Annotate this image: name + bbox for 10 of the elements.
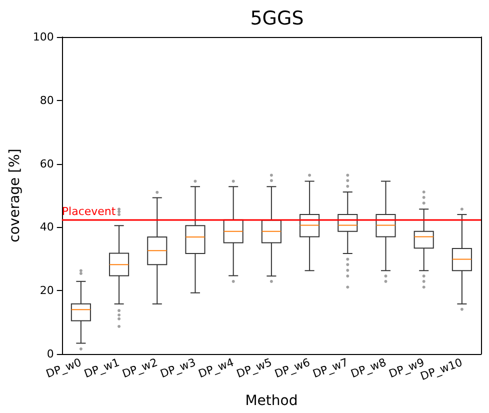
y-tick-label: 80 [40,94,54,107]
ref-line-label: Placevent [62,205,116,218]
x-axis-title: Method [245,393,298,409]
y-tick-label: 40 [40,220,54,234]
y-tick-label: 60 [40,157,54,170]
chart-title: 5GGS [250,8,304,30]
y-axis-title: coverage [%] [7,148,23,242]
y-tick-label: 100 [32,30,54,44]
y-tick-label: 0 [46,348,54,360]
y-tick-label: 20 [40,284,54,298]
